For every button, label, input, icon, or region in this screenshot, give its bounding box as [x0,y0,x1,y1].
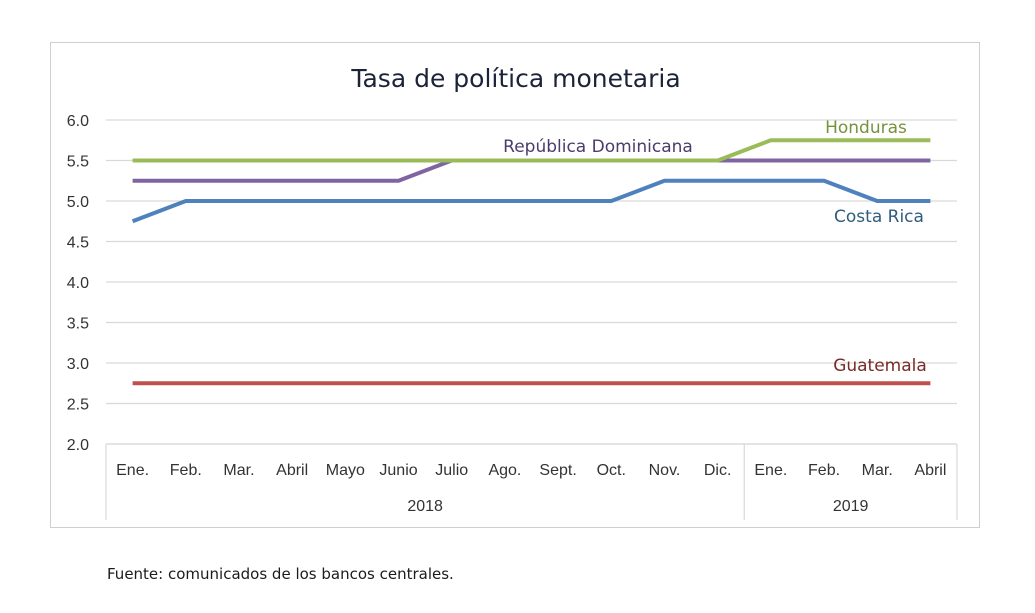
series-line-costa-rica [131,178,931,224]
x-tick-label: Feb. [808,462,840,479]
x-tick-label: Feb. [170,462,202,479]
x-tick-label: Ene. [754,462,787,479]
series-labels: Honduras República Dominicana Costa Rica Gu… [503,118,927,376]
x-axis: Ene. Feb. Mar. Abril Mayo Junio Julio Ago. Sept.… [105,443,958,520]
x-tick-label: Abril [914,462,946,479]
source-note: Fuente: comunicados de los bancos centra… [107,565,454,583]
y-tick-label: 2.5 [67,397,89,414]
y-tick-label: 4.5 [67,235,89,252]
series-line-honduras [132,138,931,163]
series-label: Honduras [825,118,907,138]
x-tick-label: Mayo [326,462,365,479]
x-tick-label: Mar. [862,462,893,479]
series-label: República Dominicana [503,137,693,157]
chart-frame [50,42,980,528]
series-line-república-dominicana [132,158,931,183]
x-tick-label: Dic. [704,462,732,479]
y-tick-label: 4.0 [67,275,89,292]
y-tick-label: 3.0 [67,356,89,373]
x-tick-label: Sept. [539,462,576,479]
gridlines: 6.0 5.5 5.0 4.5 4.0 3.5 3.0 2.5 2.0 [67,113,957,454]
y-tick-label: 5.0 [67,194,89,211]
x-tick-label: Mar. [223,462,254,479]
x-tick-label: Oct. [597,462,626,479]
y-tick-label: 2.0 [67,437,89,454]
x-tick-label: Nov. [649,462,681,479]
y-tick-label: 5.5 [67,154,89,171]
series-lines [131,138,931,386]
year-label: 2018 [407,498,443,515]
chart-title: Tasa de política monetaria [350,64,680,93]
x-tick-label: Julio [435,462,468,479]
y-tick-label: 3.5 [67,316,89,333]
x-tick-label: Ene. [116,462,149,479]
series-label: Guatemala [833,356,927,376]
x-tick-label: Ago. [488,462,521,479]
year-label: 2019 [833,498,869,515]
y-tick-label: 6.0 [67,113,89,130]
series-label: Costa Rica [834,207,924,227]
x-tick-label: Junio [379,462,417,479]
x-tick-label: Abril [276,462,308,479]
